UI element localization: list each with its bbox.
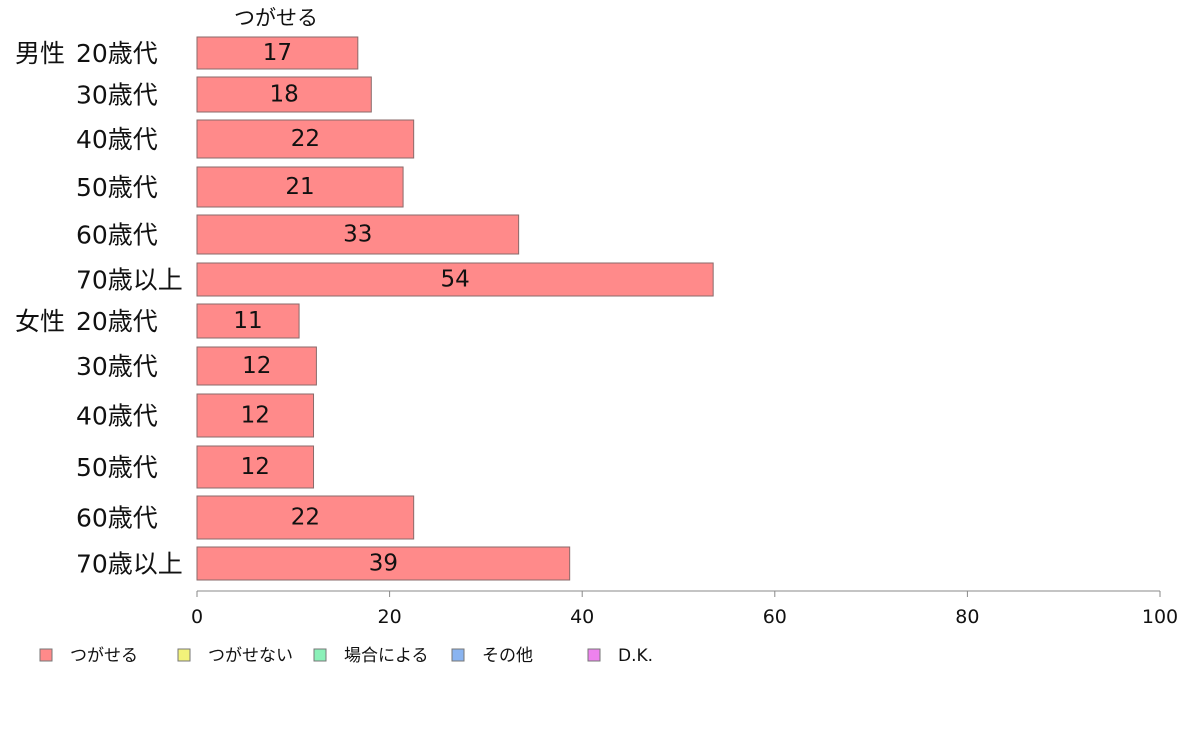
legend-swatch — [587, 648, 601, 662]
bar-value-label: 12 — [242, 353, 271, 379]
category-label: 40歳代 — [76, 125, 158, 154]
bar — [196, 166, 404, 208]
legend-label: つがせない — [208, 646, 293, 666]
category-label: 20歳代 — [76, 39, 158, 68]
bar-value-label: 12 — [241, 403, 270, 429]
category-label: 50歳代 — [76, 173, 158, 202]
legend-swatch — [177, 648, 191, 662]
category-label: 70歳以上 — [76, 550, 183, 579]
category-label: 60歳代 — [76, 504, 158, 533]
bar-value-label: 17 — [263, 40, 292, 66]
bar — [196, 546, 571, 581]
bar — [196, 445, 315, 489]
legend: つがせる つがせない 場合による その他 D.K. — [39, 646, 653, 666]
bar-value-label: 18 — [270, 82, 299, 108]
category-label: 50歳代 — [76, 453, 158, 482]
category-label: 30歳代 — [76, 81, 158, 110]
legend-label: 場合による — [344, 646, 429, 666]
bar-value-label: 54 — [440, 267, 469, 293]
category-label: 30歳代 — [76, 352, 158, 381]
bar-value-label: 22 — [291, 126, 320, 152]
legend-label: D.K. — [618, 646, 653, 666]
bar-value-label: 22 — [291, 505, 320, 531]
category-label: 60歳代 — [76, 221, 158, 250]
bar — [196, 119, 415, 159]
category-label: 40歳代 — [76, 402, 158, 431]
bar-value-label: 21 — [285, 174, 314, 200]
bar — [196, 303, 300, 339]
legend-swatch — [39, 648, 53, 662]
x-tick-label: 80 — [955, 606, 979, 628]
group-label: 女性 — [15, 307, 65, 336]
legend-label: つがせる — [70, 646, 138, 666]
series-title: つがせる — [234, 6, 318, 30]
bar-value-label: 12 — [241, 454, 270, 480]
bar — [196, 495, 415, 540]
bar-value-label: 33 — [343, 222, 372, 248]
bar-value-label: 39 — [369, 551, 398, 577]
bar — [196, 76, 372, 113]
x-tick-label: 20 — [378, 606, 402, 628]
category-label: 70歳以上 — [76, 266, 183, 295]
x-tick-label: 100 — [1142, 606, 1178, 628]
x-axis: 0 20 40 60 80 100 — [191, 590, 1178, 628]
bar — [196, 393, 315, 438]
bar — [196, 262, 714, 297]
x-tick-label: 60 — [763, 606, 787, 628]
bars-layer: 17 20歳代 18 30歳代 22 40歳代 21 50歳代 33 60歳代 54 70歳以上 11 2… — [15, 36, 714, 581]
group-label: 男性 — [15, 39, 65, 68]
bar — [196, 214, 520, 255]
bar — [196, 346, 317, 386]
legend-label: その他 — [482, 646, 533, 666]
category-label: 20歳代 — [76, 307, 158, 336]
x-tick-label: 40 — [570, 606, 594, 628]
bar-value-label: 11 — [233, 308, 262, 334]
x-tick-label: 0 — [191, 606, 203, 628]
legend-swatch — [451, 648, 465, 662]
legend-swatch — [313, 648, 327, 662]
bar — [196, 36, 359, 70]
